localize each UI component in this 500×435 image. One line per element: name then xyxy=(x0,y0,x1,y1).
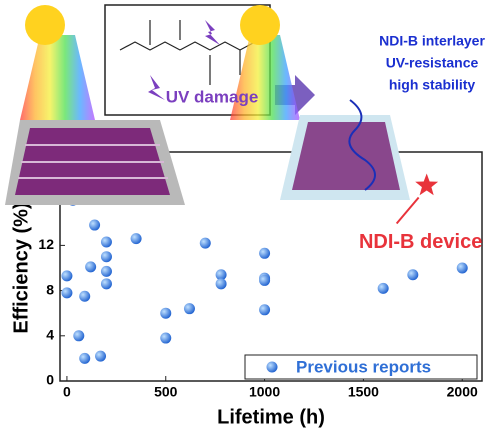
data-point xyxy=(100,251,112,263)
data-point xyxy=(100,236,112,248)
data-point xyxy=(259,274,271,286)
data-point xyxy=(85,261,97,273)
data-point xyxy=(61,287,73,299)
annotation: high stability xyxy=(389,77,476,93)
data-point xyxy=(100,278,112,290)
x-tick-label: 1000 xyxy=(249,384,280,400)
data-point xyxy=(183,303,195,315)
data-point xyxy=(100,265,112,277)
data-point xyxy=(259,247,271,259)
annotation: NDI-B interlayer xyxy=(379,33,485,49)
data-point xyxy=(130,233,142,245)
annotation: UV damage xyxy=(166,87,259,106)
data-point xyxy=(160,307,172,319)
legend-marker xyxy=(266,361,278,373)
x-tick-label: 1500 xyxy=(348,384,379,400)
highlight-star xyxy=(415,173,439,196)
x-tick-label: 500 xyxy=(154,384,178,400)
data-point xyxy=(215,278,227,290)
data-point xyxy=(215,269,227,281)
y-tick-label: 0 xyxy=(46,372,54,388)
data-point xyxy=(95,350,107,362)
data-point xyxy=(160,332,172,344)
annotation: UV-resistance xyxy=(386,55,479,71)
x-tick-label: 0 xyxy=(63,384,71,400)
y-axis-label: Efficiency (%) xyxy=(10,202,32,333)
data-point xyxy=(61,270,73,282)
y-tick-label: 4 xyxy=(46,327,54,343)
highlight-arrow xyxy=(395,196,420,225)
y-tick-label: 12 xyxy=(38,236,54,252)
data-point xyxy=(73,330,85,342)
data-point xyxy=(377,282,389,294)
legend-label: Previous reports xyxy=(296,357,431,376)
data-point xyxy=(407,269,419,281)
data-point xyxy=(79,290,91,302)
data-point xyxy=(79,352,91,364)
illustration: UV damage NDI-B interlayer UV-resistance hi… xyxy=(5,4,485,205)
x-tick-label: 2000 xyxy=(447,384,478,400)
plot-frame xyxy=(59,151,483,382)
highlight-label: NDI-B device xyxy=(359,231,482,253)
legend-box xyxy=(244,354,478,380)
y-tick-label: 8 xyxy=(46,281,54,297)
x-axis-label: Lifetime (h) xyxy=(217,406,325,428)
data-point xyxy=(259,304,271,316)
data-point xyxy=(456,262,468,274)
data-point xyxy=(89,219,101,231)
data-point xyxy=(199,237,211,249)
